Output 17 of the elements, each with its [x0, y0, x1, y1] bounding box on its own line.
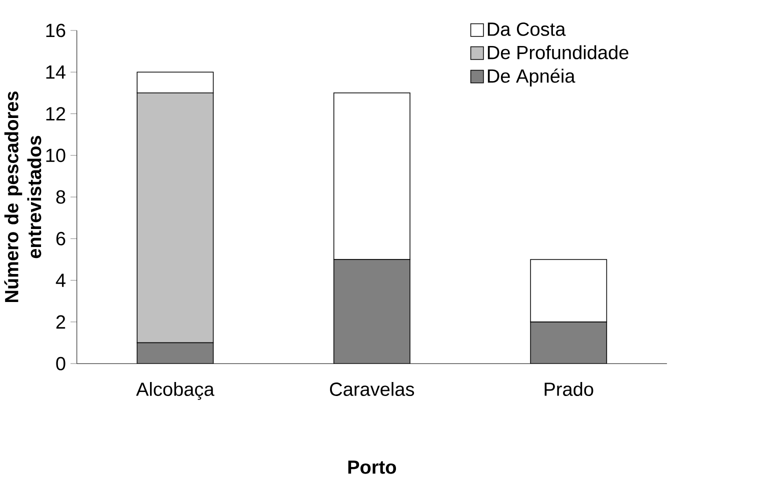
y-tick-label: 12	[46, 107, 66, 120]
legend-label: De Profundidade	[488, 45, 628, 60]
y-tick-label: 2	[56, 315, 66, 329]
y-tick-label: 10	[46, 148, 66, 162]
y-axis-title: Número de pescadores entrevistados	[4, 91, 42, 302]
x-tick-label: Caravelas	[330, 382, 414, 396]
x-axis-title: Porto	[348, 460, 396, 474]
x-tick-label: Prado	[544, 382, 594, 396]
y-tick-label: 14	[46, 66, 66, 79]
y-tick-label: 8	[56, 190, 66, 204]
y-tick-label: 0	[56, 356, 66, 370]
x-tick-label: Alcobaça	[136, 382, 214, 400]
legend-label: De Apnéia	[488, 68, 576, 86]
y-tick-label: 4	[56, 274, 66, 287]
legend-label: Da Costa	[488, 22, 566, 36]
y-tick-label: 16	[46, 24, 66, 38]
y-tick-label: 6	[56, 232, 66, 246]
